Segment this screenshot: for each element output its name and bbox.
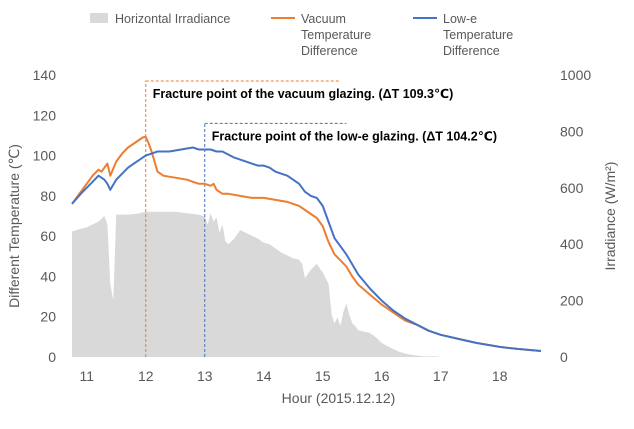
y-left-tick-label: 0 [48,349,56,365]
annotation-layer [145,80,347,357]
vacuum-temperature-line [71,135,542,352]
y-left-tick-label: 120 [33,107,57,123]
y-left-tick-label: 40 [40,268,56,284]
x-tick-label: 14 [256,368,272,384]
irradiance-area [72,211,541,357]
y-right-tick-label: 600 [560,180,584,196]
legend-label-vacuum: Temperature [301,28,371,42]
y-left-tick-label: 80 [40,188,56,204]
x-tick-label: 18 [492,368,508,384]
y-left-tick-label: 20 [40,309,56,325]
y-right-tick-label: 200 [560,293,584,309]
annotation-text-layer: Fracture point of the vacuum glazing. (Δ… [153,87,497,143]
x-tick-label: 17 [433,368,449,384]
legend-label-vacuum: Difference [301,44,358,58]
y-right-tick-label: 0 [560,349,568,365]
y-left-tick-label: 100 [33,148,57,164]
legend-swatch-irradiance [90,13,108,23]
x-tick-label: 16 [374,368,390,384]
legend-label-lowe: Temperature [443,28,513,42]
legend: Horizontal Irradiance Vacuum Temperature Di… [90,12,513,58]
annotation-label-vacuum: Fracture point of the vacuum glazing. (Δ… [153,87,454,101]
y-left-axis-title: Different Temperature (℃) [6,144,22,308]
lowe-temperature-line [71,146,542,352]
y-left-tick-label: 60 [40,228,56,244]
irradiance-area-layer [72,211,541,357]
x-tick-label: 13 [197,368,213,384]
x-tick-label: 12 [138,368,154,384]
annotation-label-lowe: Fracture point of the low-e glazing. (ΔT… [212,129,497,143]
legend-label-vacuum: Vacuum [301,12,346,26]
x-tick-label: 11 [79,368,94,384]
y-right-tick-label: 400 [560,236,584,252]
y-right-tick-label: 1000 [560,67,591,83]
y-right-axis-title: Irradiance (W/m²) [602,162,618,271]
series-line-layer [71,135,542,352]
axes-layer: 11 12 13 14 15 16 17 18 0 20 40 60 80 100 120 140 0 200 40… [6,67,618,406]
x-tick-label: 15 [315,368,331,384]
legend-label-lowe: Difference [443,44,500,58]
legend-label-irradiance: Horizontal Irradiance [115,12,230,26]
x-axis-title: Hour (2015.12.12) [282,390,396,406]
y-right-tick-label: 800 [560,123,584,139]
y-left-tick-label: 140 [33,67,57,83]
legend-label-lowe: Low-e [443,12,477,26]
